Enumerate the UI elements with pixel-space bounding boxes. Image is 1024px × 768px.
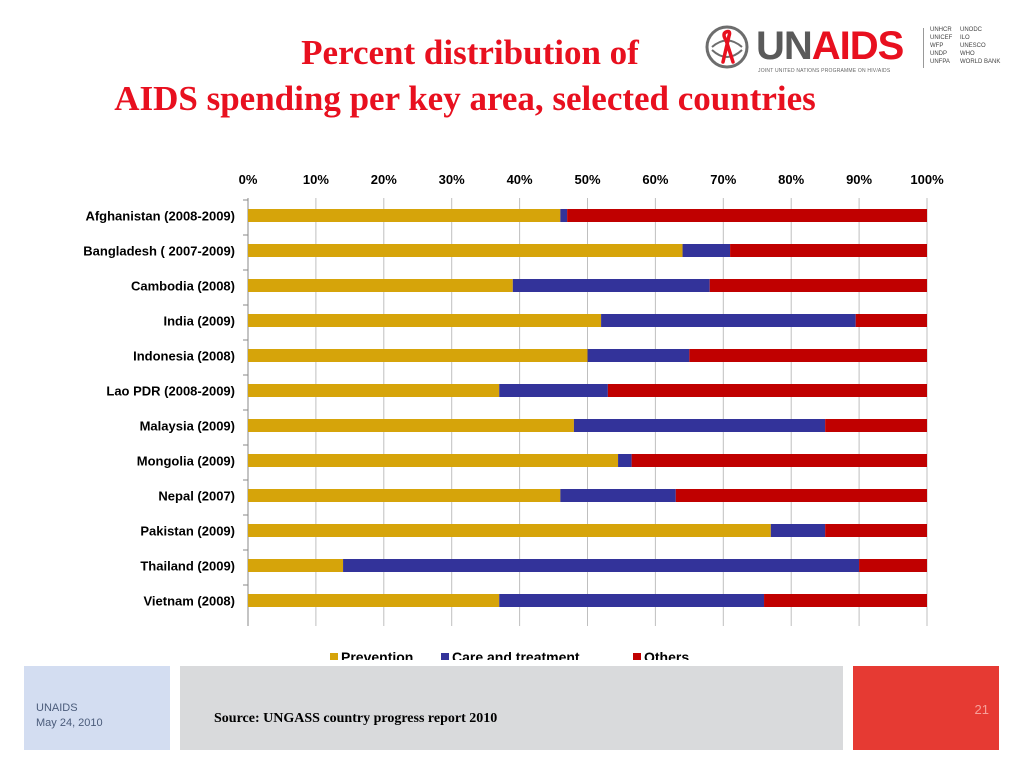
x-tick-label: 100% <box>910 172 944 187</box>
x-tick-label: 0% <box>239 172 258 187</box>
bar-segment-care-and-treatment <box>499 594 765 607</box>
source-note: Source: UNGASS country progress report 2… <box>214 711 498 726</box>
category-label: India (2009) <box>163 314 235 329</box>
bar-segment-others <box>709 279 927 292</box>
bar-segment-care-and-treatment <box>587 349 690 362</box>
category-label: Malaysia (2009) <box>140 419 235 434</box>
bar-segment-prevention <box>248 209 561 222</box>
unaids-emblem-icon <box>705 25 749 69</box>
bar-segment-others <box>825 524 927 537</box>
bar-segment-prevention <box>248 384 500 397</box>
category-label: Cambodia (2008) <box>131 279 235 294</box>
legend-swatch <box>330 653 338 660</box>
bar-segment-others <box>631 454 927 467</box>
bar-segment-care-and-treatment <box>560 489 676 502</box>
bar-segment-care-and-treatment <box>499 384 608 397</box>
bar-segment-prevention <box>248 524 771 537</box>
bar-segment-care-and-treatment <box>560 209 568 222</box>
legend-entry: Care and treatment <box>452 649 580 660</box>
category-label: Afghanistan (2008-2009) <box>85 209 235 224</box>
category-label: Pakistan (2009) <box>140 524 235 539</box>
bar-segment-care-and-treatment <box>601 314 856 327</box>
footer-right-panel: 21 <box>853 666 999 750</box>
bar-segment-others <box>764 594 927 607</box>
logo-tagline: JOINT UNITED NATIONS PROGRAMME ON HIV/AI… <box>758 68 891 74</box>
footer-date: May 24, 2010 <box>36 717 103 729</box>
title-line-1: Percent distribution of <box>301 33 639 72</box>
category-label: Mongolia (2009) <box>137 454 235 469</box>
cosponsors-column-1: UNHCR UNICEF WFP UNDP UNFPA <box>930 27 953 65</box>
bar-segment-others <box>689 349 927 362</box>
category-label: Bangladesh ( 2007-2009) <box>83 244 235 259</box>
bar-segment-prevention <box>248 419 574 432</box>
bar-segment-others <box>675 489 927 502</box>
x-tick-label: 30% <box>439 172 465 187</box>
x-tick-label: 10% <box>303 172 329 187</box>
bar-segment-care-and-treatment <box>770 524 826 537</box>
x-tick-label: 70% <box>710 172 736 187</box>
bar-segment-care-and-treatment <box>618 454 632 467</box>
footer-org: UNAIDS <box>36 702 78 714</box>
category-label: Nepal (2007) <box>158 489 235 504</box>
title-line-2: AIDS spending per key area, selected cou… <box>114 79 816 118</box>
x-tick-label: 90% <box>846 172 872 187</box>
page-number: 21 <box>974 702 989 717</box>
legend-swatch <box>633 653 641 660</box>
category-label: Vietnam (2008) <box>143 594 235 609</box>
bar-segment-prevention <box>248 349 588 362</box>
bar-segment-prevention <box>248 559 344 572</box>
bar-segment-others <box>825 419 927 432</box>
bar-segment-prevention <box>248 244 683 257</box>
bar-segment-others <box>730 244 927 257</box>
bar-segment-care-and-treatment <box>682 244 731 257</box>
x-tick-label: 20% <box>371 172 397 187</box>
stacked-bar-chart: 0% 10% 20% 30% 40% 50% 60% 70% 80% 90% 100% Afghani… <box>83 172 944 660</box>
bar-segment-prevention <box>248 314 602 327</box>
legend-entry: Prevention <box>341 649 413 660</box>
unaids-wordmark: UNAIDS <box>756 24 904 68</box>
bar-segment-others <box>607 384 927 397</box>
bar-segment-prevention <box>248 279 513 292</box>
unaids-logo: UNAIDS JOINT UNITED NATIONS PROGRAMME ON… <box>700 22 1020 78</box>
x-tick-label: 80% <box>778 172 804 187</box>
category-label: Thailand (2009) <box>140 559 235 574</box>
bar-segment-others <box>859 559 927 572</box>
logo-divider <box>923 28 924 68</box>
bar-segment-care-and-treatment <box>512 279 710 292</box>
cosponsors-column-2: UNODC ILO UNESCO WHO WORLD BANK <box>960 27 1001 65</box>
legend-swatch <box>441 653 449 660</box>
footer-middle-panel: Source: UNGASS country progress report 2… <box>180 666 843 750</box>
category-label: Lao PDR (2008-2009) <box>106 384 235 399</box>
bar-segment-care-and-treatment <box>573 419 826 432</box>
x-tick-label: 40% <box>507 172 533 187</box>
category-label: Indonesia (2008) <box>133 349 235 364</box>
slide-title: Percent distribution of AIDS spending pe… <box>0 30 930 122</box>
bar-segment-others <box>855 314 927 327</box>
bar-segment-prevention <box>248 489 561 502</box>
bar-segment-care-and-treatment <box>343 559 860 572</box>
x-tick-label: 50% <box>574 172 600 187</box>
legend-entry: Others <box>644 649 689 660</box>
bar-segment-prevention <box>248 454 619 467</box>
footer-left-panel: UNAIDS May 24, 2010 <box>24 666 170 750</box>
x-tick-label: 60% <box>642 172 668 187</box>
bar-segment-prevention <box>248 594 500 607</box>
bar-segment-others <box>567 209 927 222</box>
